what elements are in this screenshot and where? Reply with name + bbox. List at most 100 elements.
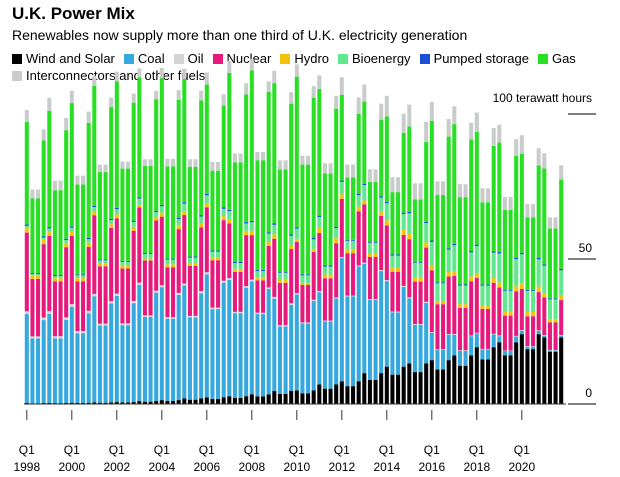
bar-segment-wind-and-solar (131, 402, 136, 404)
bar-segment-bioenergy (351, 240, 356, 250)
bar-segment-coal (232, 313, 237, 398)
bar-segment-gas (199, 100, 204, 216)
bar-segment-interconnectors-and-other-fuels (311, 86, 316, 98)
bar-segment-gas (396, 192, 401, 255)
bar-segment-hydro (126, 265, 131, 269)
bar-segment-oil (204, 272, 209, 275)
bar-segment-nuclear (261, 280, 266, 313)
bar-segment-interconnectors-and-other-fuels (446, 119, 451, 137)
bar-segment-oil (362, 262, 367, 264)
bar-segment-oil (52, 336, 57, 339)
bar-segment-nuclear (486, 308, 491, 349)
bar-segment-gas (227, 72, 232, 210)
bar-segment-pumped-storage (339, 180, 344, 182)
bar-segment-bioenergy (36, 274, 41, 276)
bar-segment-pumped-storage (92, 205, 97, 208)
bar-segment-nuclear (75, 281, 80, 332)
bar-segment-gas (373, 181, 378, 242)
bar-segment-wind-and-solar (165, 400, 170, 404)
bar-segment-nuclear (457, 307, 462, 351)
bar-segment-pumped-storage (480, 284, 485, 286)
bar-segment-interconnectors-and-other-fuels (204, 72, 209, 85)
bar-segment-hydro (75, 278, 80, 282)
bar-segment-hydro (396, 267, 401, 272)
bar-segment-gas (390, 192, 395, 255)
bar-segment-hydro (356, 206, 361, 212)
bar-segment-pumped-storage (463, 284, 468, 286)
bar-segment-wind-and-solar (249, 394, 254, 404)
bar-segment-pumped-storage (126, 260, 131, 262)
bar-segment-pumped-storage (165, 258, 170, 260)
bar-segment-coal (446, 334, 451, 361)
bar-segment-hydro (317, 227, 322, 233)
bar-segment-wind-and-solar (452, 355, 457, 404)
bar-segment-wind-and-solar (244, 396, 249, 404)
bar-segment-coal (401, 286, 406, 367)
bar-segment-nuclear (244, 235, 249, 287)
bar-segment-interconnectors-and-other-fuels (199, 90, 204, 101)
bar-segment-hydro (244, 230, 249, 236)
bar-segment-nuclear (187, 265, 192, 316)
bar-segment-wind-and-solar (491, 347, 496, 404)
bar-segment-oil (508, 350, 513, 352)
bar-segment-interconnectors-and-other-fuels (373, 169, 378, 182)
bar-segment-wind-and-solar (356, 381, 361, 404)
bar-segment-wind-and-solar (379, 373, 384, 404)
bar-segment-coal (47, 313, 52, 403)
bar-segment-nuclear (272, 238, 277, 297)
bar-segment-bioenergy (272, 224, 277, 235)
bar-segment-bioenergy (362, 185, 367, 201)
bar-segment-gas (30, 198, 35, 274)
bar-segment-gas (497, 142, 502, 253)
bar-segment-interconnectors-and-other-fuels (221, 94, 226, 106)
bar-segment-nuclear (131, 230, 136, 301)
bar-segment-pumped-storage (373, 241, 378, 243)
bar-segment-hydro (159, 212, 164, 217)
bar-segment-bioenergy (300, 275, 305, 283)
bar-segment-wind-and-solar (204, 397, 209, 404)
bar-segment-hydro (418, 277, 423, 282)
bar-segment-nuclear (41, 244, 46, 318)
bar-segment-wind-and-solar (227, 396, 232, 404)
bar-segment-nuclear (47, 235, 52, 312)
bar-segment-wind-and-solar (266, 394, 271, 404)
bar-segment-bioenergy (497, 253, 502, 283)
bar-segment-hydro (142, 258, 147, 261)
bar-segment-coal (356, 266, 361, 382)
bar-segment-oil (210, 307, 215, 310)
bar-segment-nuclear (441, 304, 446, 350)
bar-segment-pumped-storage (542, 264, 547, 266)
bar-segment-oil (351, 295, 356, 297)
bar-segment-coal (120, 325, 125, 403)
bar-segment-wind-and-solar (339, 381, 344, 404)
bar-segment-oil (424, 301, 429, 303)
bar-segment-pumped-storage (142, 253, 147, 255)
bar-segment-wind-and-solar (463, 365, 468, 404)
bar-segment-interconnectors-and-other-fuels (131, 93, 136, 103)
bar-segment-hydro (249, 230, 254, 236)
bar-segment-bioenergy (424, 223, 429, 243)
bar-segment-hydro (187, 263, 192, 266)
bar-segment-interconnectors-and-other-fuels (216, 162, 221, 171)
bar-segment-interconnectors-and-other-fuels (176, 90, 181, 100)
bar-segment-hydro (345, 249, 350, 254)
bar-segment-hydro (69, 231, 74, 236)
bar-segment-gas (266, 91, 271, 233)
bar-segment-wind-and-solar (199, 398, 204, 404)
bar-segment-wind-and-solar (351, 386, 356, 404)
bar-segment-coal (457, 350, 462, 366)
bar-segment-oil (356, 265, 361, 267)
bar-segment-pumped-storage (86, 237, 91, 240)
bar-segment-interconnectors-and-other-fuels (266, 81, 271, 92)
bar-segment-bioenergy (429, 241, 434, 266)
bar-segment-pumped-storage (446, 248, 451, 250)
bar-segment-hydro (92, 211, 97, 216)
bar-segment-gas (109, 107, 114, 219)
bar-segment-nuclear (306, 285, 311, 323)
bar-segment-bioenergy (317, 216, 322, 228)
bar-segment-hydro (114, 214, 119, 219)
bar-segment-oil (401, 285, 406, 287)
bar-segment-wind-and-solar (120, 402, 125, 404)
bar-segment-nuclear (474, 278, 479, 333)
bar-segment-pumped-storage (474, 244, 479, 246)
